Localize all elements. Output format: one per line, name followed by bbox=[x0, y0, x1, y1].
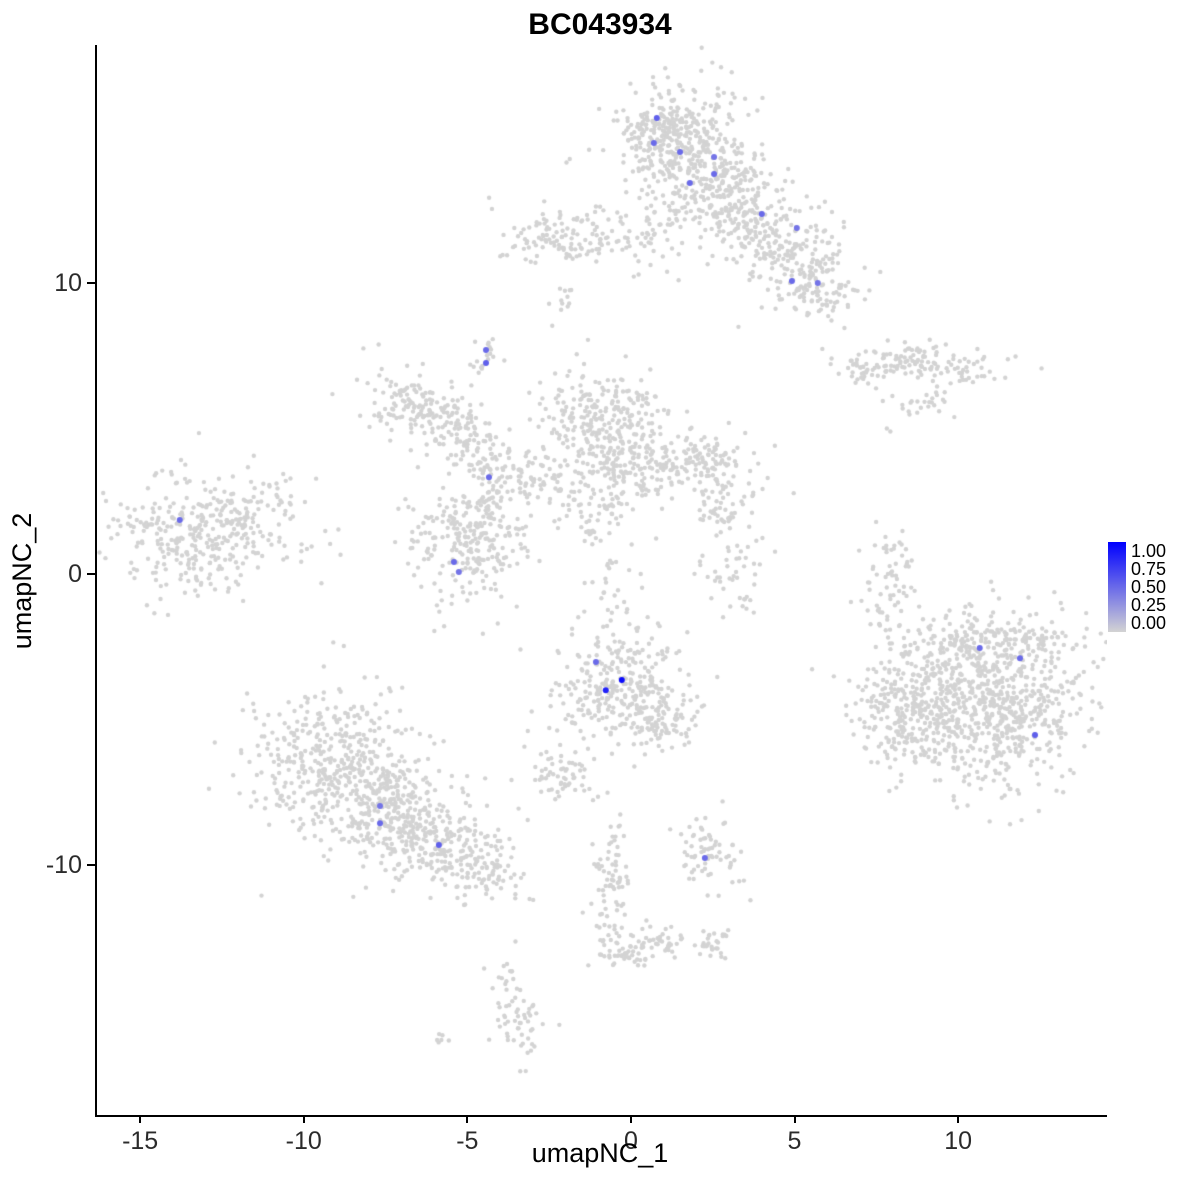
y-tick-label: 10 bbox=[54, 269, 82, 298]
scatter-canvas bbox=[97, 45, 1107, 1115]
expression-legend: 1.00 0.75 0.50 0.25 0.00 bbox=[1108, 542, 1166, 632]
y-axis-title: umapNC_2 bbox=[7, 512, 37, 650]
x-tick-mark bbox=[629, 1115, 632, 1123]
legend-tick-label: 0.00 bbox=[1131, 613, 1167, 633]
x-tick-label: -5 bbox=[456, 1127, 479, 1155]
x-axis-title: umapNC_1 bbox=[531, 1138, 669, 1168]
y-tick-mark bbox=[87, 573, 95, 576]
legend-tick-label: 0.50 bbox=[1131, 577, 1167, 597]
legend-labels: 1.00 0.75 0.50 0.25 0.00 bbox=[1131, 542, 1166, 632]
y-tick-label: 0 bbox=[68, 560, 82, 589]
legend-tick-label: 0.25 bbox=[1131, 595, 1167, 615]
x-tick-mark bbox=[139, 1115, 142, 1123]
x-tick-mark bbox=[302, 1115, 305, 1123]
legend-tick-label: 0.75 bbox=[1131, 559, 1167, 579]
x-tick-label: 5 bbox=[787, 1127, 802, 1155]
x-tick-label: 10 bbox=[944, 1127, 972, 1155]
legend-tick-label: 1.00 bbox=[1131, 541, 1167, 561]
legend-gradient-bar bbox=[1108, 542, 1126, 632]
x-tick-mark bbox=[793, 1115, 796, 1123]
x-tick-mark bbox=[957, 1115, 960, 1123]
x-tick-label: -15 bbox=[122, 1127, 159, 1155]
plot-panel bbox=[95, 45, 1107, 1117]
x-tick-mark bbox=[466, 1115, 469, 1123]
y-tick-mark bbox=[87, 864, 95, 867]
plot-title: BC043934 bbox=[528, 8, 672, 41]
y-tick-label: -10 bbox=[45, 851, 82, 880]
x-tick-label: 0 bbox=[623, 1127, 638, 1155]
y-tick-mark bbox=[87, 282, 95, 285]
x-tick-label: -10 bbox=[285, 1127, 322, 1155]
